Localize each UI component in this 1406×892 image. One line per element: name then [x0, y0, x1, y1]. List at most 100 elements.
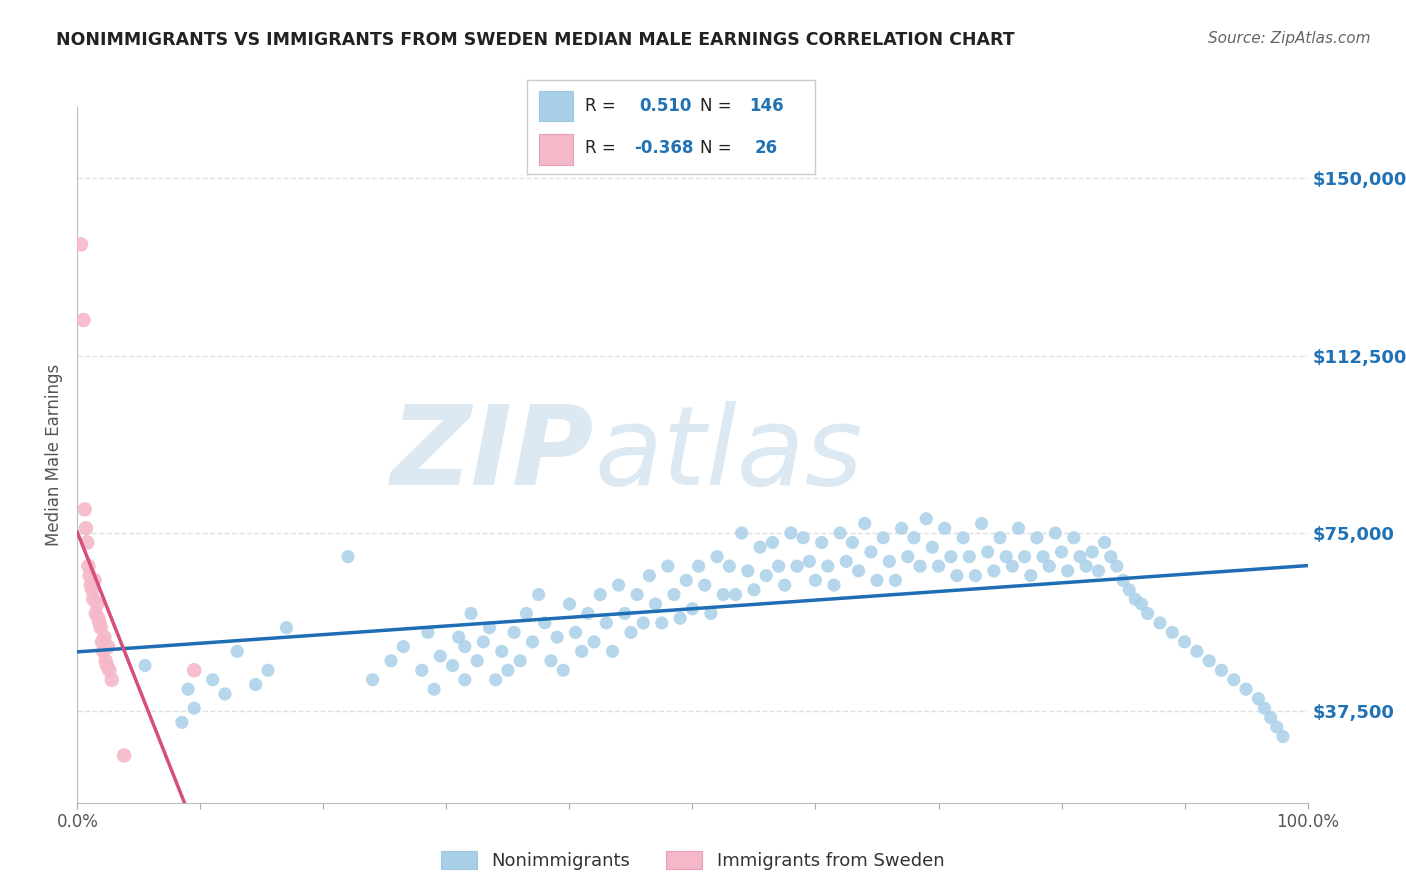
Point [423, 682, 446, 697]
Point [607, 578, 630, 592]
Point [540, 654, 562, 668]
Point [633, 615, 655, 630]
Point [485, 673, 508, 687]
Point [1161, 625, 1184, 640]
Point [841, 535, 863, 549]
Point [90, 635, 114, 649]
Point [392, 640, 415, 654]
Point [903, 531, 925, 545]
Point [897, 549, 920, 564]
Point [700, 607, 723, 621]
Point [1087, 564, 1109, 578]
Point [245, 677, 267, 691]
Point [183, 663, 205, 677]
Point [688, 559, 710, 574]
Point [576, 607, 599, 621]
Point [98, 663, 121, 677]
Point [662, 588, 685, 602]
Point [411, 663, 433, 677]
Point [522, 635, 544, 649]
Point [86, 597, 108, 611]
Point [786, 559, 808, 574]
Point [79, 568, 101, 582]
Point [1223, 673, 1246, 687]
Point [1234, 682, 1257, 697]
Point [361, 673, 384, 687]
Point [859, 545, 882, 559]
Point [613, 607, 636, 621]
Point [515, 607, 537, 621]
Point [1081, 545, 1104, 559]
Point [226, 644, 249, 658]
Point [380, 654, 402, 668]
Point [76, 535, 98, 549]
Point [884, 574, 907, 588]
Point [939, 549, 962, 564]
Point [1076, 559, 1098, 574]
Point [72, 313, 94, 327]
Point [101, 673, 124, 687]
Point [693, 578, 716, 592]
Point [644, 597, 666, 611]
Point [201, 673, 224, 687]
Point [89, 615, 111, 630]
Point [97, 640, 120, 654]
Point [848, 564, 870, 578]
Point [1149, 615, 1171, 630]
Point [682, 601, 704, 615]
Point [337, 549, 360, 564]
Point [183, 701, 205, 715]
Point [1136, 607, 1159, 621]
Text: 146: 146 [749, 97, 783, 115]
Point [94, 654, 117, 668]
Point [1038, 559, 1060, 574]
Point [977, 545, 1000, 559]
Point [90, 621, 112, 635]
Point [177, 682, 200, 697]
Text: NONIMMIGRANTS VS IMMIGRANTS FROM SWEDEN MEDIAN MALE EARNINGS CORRELATION CHART: NONIMMIGRANTS VS IMMIGRANTS FROM SWEDEN … [56, 31, 1015, 49]
Point [82, 592, 104, 607]
Point [1056, 564, 1078, 578]
Point [1211, 663, 1233, 677]
Point [1069, 549, 1091, 564]
Point [509, 654, 531, 668]
Point [558, 597, 581, 611]
Point [527, 588, 550, 602]
Point [731, 526, 754, 541]
Point [454, 640, 477, 654]
Y-axis label: Median Male Earnings: Median Male Earnings [45, 364, 63, 546]
Point [718, 559, 741, 574]
Point [546, 630, 568, 644]
Point [626, 588, 648, 602]
Point [77, 559, 100, 574]
Point [921, 540, 943, 554]
Point [1105, 559, 1128, 574]
Point [749, 540, 772, 554]
Point [214, 687, 236, 701]
Point [620, 625, 643, 640]
Point [657, 559, 679, 574]
Point [1001, 559, 1024, 574]
Point [96, 658, 118, 673]
FancyBboxPatch shape [538, 91, 574, 121]
Point [447, 630, 470, 644]
Point [755, 568, 778, 582]
Text: Source: ZipAtlas.com: Source: ZipAtlas.com [1208, 31, 1371, 46]
Point [276, 621, 298, 635]
Point [817, 559, 839, 574]
Point [823, 578, 845, 592]
Point [416, 625, 439, 640]
Point [1260, 710, 1282, 724]
Point [810, 535, 832, 549]
Point [1112, 574, 1135, 588]
Point [82, 582, 104, 597]
Point [83, 574, 105, 588]
Point [93, 630, 115, 644]
Point [503, 625, 526, 640]
Point [724, 588, 747, 602]
Text: 0.510: 0.510 [640, 97, 692, 115]
Point [589, 588, 612, 602]
Point [742, 582, 765, 597]
Point [1125, 592, 1147, 607]
Point [170, 715, 193, 730]
